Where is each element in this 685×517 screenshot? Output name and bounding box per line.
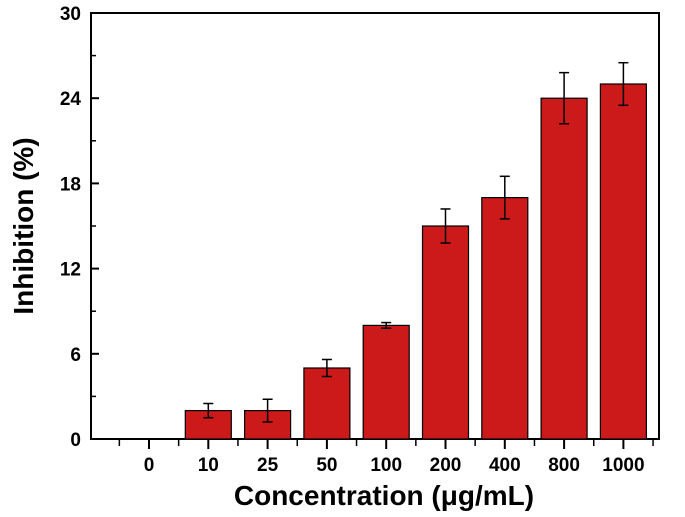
y-axis-title: Inhibition (%) [8, 137, 39, 314]
bar [362, 324, 410, 440]
bar [303, 367, 351, 440]
x-tick-label: 400 [489, 455, 521, 476]
y-axis: 0 6 12 18 24 30 [60, 4, 99, 451]
x-tick-label: 0 [144, 455, 155, 476]
x-axis: 0 10 25 50 100 200 400 800 1000 [118, 439, 654, 476]
bar [421, 225, 470, 440]
y-tick-label: 30 [60, 4, 81, 25]
y-tick-label: 24 [60, 89, 82, 110]
x-tick-label: 10 [198, 455, 219, 476]
x-tick-label: 50 [316, 455, 337, 476]
x-tick-label: 100 [370, 455, 402, 476]
bar [481, 197, 529, 440]
y-tick-label: 12 [60, 260, 81, 281]
bar [540, 97, 588, 440]
x-tick-label: 25 [257, 455, 279, 476]
error-bars-group [203, 61, 629, 423]
x-tick-label: 200 [430, 455, 462, 476]
x-axis-title: Concentration (μg/mL) [234, 480, 534, 511]
x-tick-label: 800 [548, 455, 580, 476]
y-tick-label: 18 [60, 174, 81, 195]
bars-group [184, 83, 648, 440]
y-tick-label: 6 [70, 345, 81, 366]
y-tick-label: 0 [70, 430, 81, 451]
x-tick-label: 1000 [602, 455, 644, 476]
bar [599, 83, 648, 440]
